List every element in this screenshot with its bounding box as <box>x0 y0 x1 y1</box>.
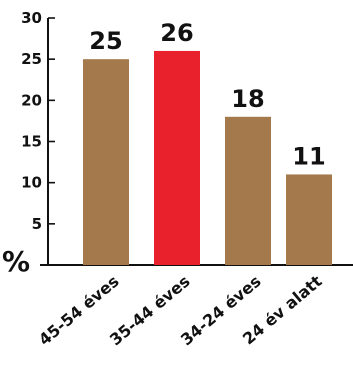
bar-value-label: 18 <box>231 85 264 113</box>
y-tick-label: 15 <box>21 133 42 151</box>
y-tick-label: 30 <box>21 9 42 27</box>
value-labels: 25 26 18 11 <box>89 19 325 171</box>
y-tick-label: 20 <box>21 91 42 109</box>
bar <box>225 116 271 265</box>
y-tick-label: 10 <box>21 174 42 192</box>
bar-value-label: 25 <box>89 27 122 55</box>
bar <box>286 174 332 265</box>
y-tick-label: 25 <box>21 50 42 68</box>
bar <box>154 50 200 265</box>
bar-value-label: 11 <box>292 142 325 170</box>
bar <box>83 59 129 265</box>
chart-bars <box>83 50 332 265</box>
bar-value-label: 26 <box>160 19 193 47</box>
y-axis-unit-label: % <box>2 245 30 278</box>
y-tick-label: 5 <box>32 215 42 233</box>
